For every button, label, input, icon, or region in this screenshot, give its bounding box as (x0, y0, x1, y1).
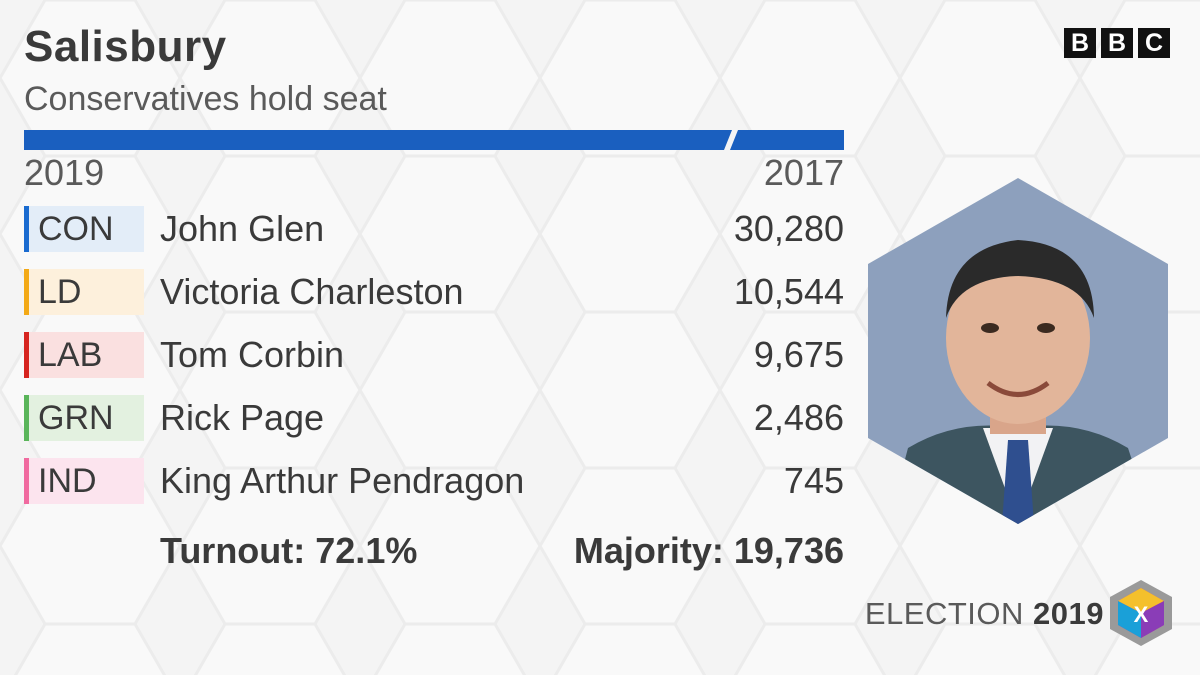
candidate-row: LAB Tom Corbin 9,675 (24, 332, 844, 378)
candidate-row: CON John Glen 30,280 (24, 206, 844, 252)
winning-party-bar (24, 130, 844, 150)
candidate-row: IND King Arthur Pendragon 745 (24, 458, 844, 504)
election-cube-icon: X (1110, 580, 1172, 646)
candidate-row: LD Victoria Charleston 10,544 (24, 269, 844, 315)
candidate-row: GRN Rick Page 2,486 (24, 395, 844, 441)
result-subtitle: Conservatives hold seat (24, 80, 387, 118)
party-tag: LD (24, 269, 144, 315)
candidate-votes: 10,544 (733, 271, 844, 312)
election-word: ELECTION (864, 596, 1024, 631)
candidate-votes: 30,280 (733, 208, 844, 249)
candidate-name: Tom Corbin (160, 334, 345, 375)
candidate-name: King Arthur Pendragon (160, 460, 525, 501)
logo-letter-c: C (1138, 28, 1170, 58)
cube-letter: X (1134, 602, 1149, 627)
election-year: 2019 (1033, 596, 1104, 631)
previous-year-label: 2017 (763, 152, 844, 193)
election-label: ELECTION 2019 (865, 596, 1104, 632)
current-year-label: 2019 (24, 152, 105, 193)
candidate-votes: 2,486 (753, 397, 844, 438)
logo-letter-b2: B (1101, 28, 1133, 58)
candidate-name: Rick Page (160, 397, 325, 438)
candidate-portrait-icon (868, 178, 1168, 524)
party-tag: GRN (24, 395, 144, 441)
logo-letter-b1: B (1064, 28, 1096, 58)
party-tag: CON (24, 206, 144, 252)
party-tag: LAB (24, 332, 144, 378)
bbc-logo: B B C (1064, 28, 1170, 58)
majority-label: Majority: 19,736 (573, 530, 844, 571)
candidate-votes: 9,675 (753, 334, 844, 375)
constituency-title: Salisbury (24, 22, 227, 71)
turnout-label: Turnout: 72.1% (160, 530, 418, 571)
candidate-name: Victoria Charleston (160, 271, 464, 312)
candidate-name: John Glen (160, 208, 325, 249)
party-tag: IND (24, 458, 144, 504)
candidate-votes: 745 (783, 460, 844, 501)
